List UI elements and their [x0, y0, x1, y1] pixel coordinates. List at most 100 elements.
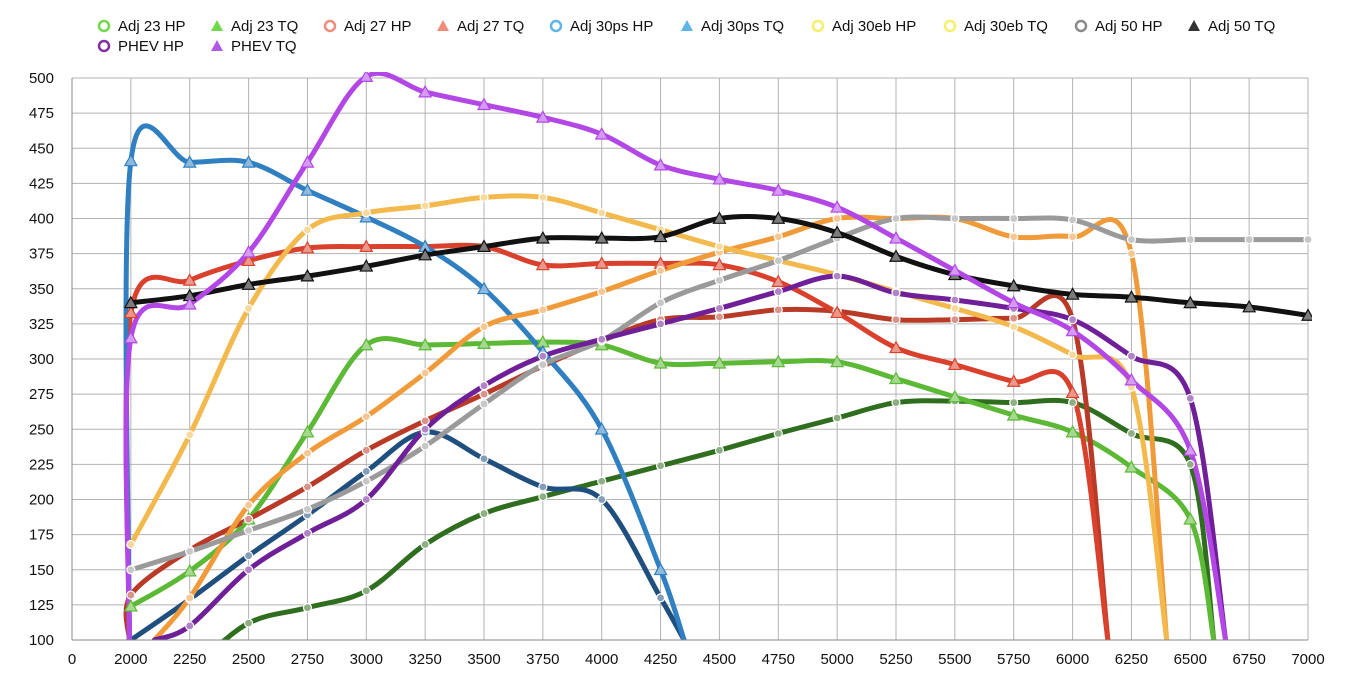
- point-adj-50-tq: [653, 229, 668, 243]
- point-adj-50-tq: [888, 249, 904, 262]
- point-adj-50-hp: [950, 213, 960, 224]
- point-adj-50-tq: [712, 211, 727, 224]
- point-adj-30eb-hp: [1009, 232, 1019, 242]
- legend-item-adj-50-hp: Adj 50 HP: [1074, 18, 1163, 35]
- point-adj-23-tq: [182, 563, 197, 577]
- point-adj-27-hp: [479, 389, 489, 399]
- point-adj-50-hp: [714, 275, 725, 285]
- point-phev-hp: [185, 621, 195, 631]
- point-adj-23-tq: [1124, 459, 1139, 473]
- point-adj-50-hp: [479, 399, 489, 409]
- point-adj-50-hp: [126, 565, 136, 575]
- point-adj-30eb-hp: [597, 286, 607, 297]
- legend-marker: [1074, 19, 1088, 33]
- point-phev-hp: [655, 319, 666, 329]
- x-tick-label: 6500: [1174, 651, 1207, 668]
- point-adj-50-tq: [1006, 278, 1021, 292]
- x-tick-label: 6250: [1115, 651, 1148, 668]
- legend-marker: [97, 39, 111, 53]
- legend-marker: [549, 19, 563, 33]
- point-adj-50-hp: [243, 525, 254, 536]
- point-adj-30ps-hp: [361, 466, 371, 476]
- point-phev-tq: [359, 72, 374, 82]
- legend-item-adj-30ps-hp: Adj 30ps HP: [549, 18, 653, 35]
- point-adj-30eb-tq: [185, 430, 195, 440]
- legend-marker: [1188, 20, 1200, 31]
- point-adj-30ps-tq: [241, 155, 256, 168]
- y-tick-label: 300: [29, 351, 54, 368]
- point-adj-50-tq: [1065, 287, 1080, 300]
- point-adj-27-tq: [771, 274, 786, 288]
- point-adj-30eb-tq: [126, 539, 136, 550]
- legend-item-adj-23-tq: Adj 23 TQ: [211, 18, 298, 35]
- point-adj-23-hp: [714, 445, 725, 455]
- point-adj-23-hp: [1009, 397, 1019, 408]
- point-phev-hp: [1067, 315, 1078, 325]
- legend-marker: [681, 20, 693, 31]
- point-adj-23-tq: [476, 336, 492, 349]
- point-adj-50-tq: [771, 211, 786, 224]
- point-adj-23-tq: [712, 355, 727, 369]
- point-phev-tq: [476, 97, 492, 111]
- x-tick-label: 3750: [526, 651, 559, 668]
- point-adj-23-hp: [891, 397, 901, 408]
- point-adj-23-tq: [123, 599, 138, 612]
- point-adj-27-tq: [830, 305, 845, 319]
- point-phev-tq: [771, 183, 786, 196]
- legend-label: Adj 23 TQ: [231, 18, 298, 35]
- point-phev-tq: [182, 296, 197, 310]
- point-adj-23-hp: [243, 618, 254, 628]
- point-adj-27-hp: [891, 315, 901, 325]
- x-tick-label: 7000: [1291, 651, 1324, 668]
- point-adj-50-hp: [891, 213, 901, 224]
- point-adj-30ps-hp: [597, 494, 607, 505]
- x-tick-label: 2250: [173, 651, 206, 668]
- point-adj-50-hp: [302, 504, 313, 514]
- point-adj-30ps-hp: [479, 454, 489, 464]
- point-phev-hp: [950, 295, 960, 305]
- point-adj-30eb-tq: [420, 201, 430, 211]
- legend-item-adj-27-hp: Adj 27 HP: [323, 18, 412, 35]
- point-adj-23-tq: [653, 355, 668, 369]
- legend-marker: [323, 19, 337, 33]
- point-adj-30ps-tq: [594, 422, 609, 435]
- point-adj-50-tq: [830, 225, 845, 238]
- point-adj-27-hp: [1009, 313, 1019, 323]
- point-phev-tq: [1065, 323, 1080, 337]
- point-adj-27-tq: [123, 305, 138, 319]
- point-adj-30eb-hp: [1126, 249, 1137, 259]
- point-adj-50-hp: [773, 256, 783, 266]
- legend-item-adj-27-tq: Adj 27 TQ: [437, 18, 524, 35]
- point-adj-50-tq: [535, 230, 550, 244]
- x-tick-label: 2000: [114, 651, 147, 668]
- point-phev-hp: [891, 288, 901, 298]
- x-tick-label: 5250: [879, 651, 912, 668]
- y-tick-label: 325: [29, 316, 54, 333]
- y-tick-label: 100: [29, 632, 54, 649]
- point-adj-50-tq: [359, 259, 374, 272]
- point-phev-hp: [597, 334, 607, 344]
- point-adj-23-tq: [418, 337, 433, 351]
- point-adj-23-tq: [1065, 424, 1080, 438]
- point-adj-27-tq: [300, 240, 315, 254]
- point-adj-50-tq: [1183, 295, 1198, 309]
- legend-label: Adj 27 HP: [344, 18, 412, 35]
- point-adj-23-tq: [359, 337, 374, 351]
- point-phev-tq: [947, 263, 962, 276]
- point-adj-23-tq: [771, 354, 786, 368]
- point-adj-30eb-hp: [302, 448, 313, 458]
- point-phev-tq: [418, 84, 433, 98]
- legend-item-adj-30eb-tq: Adj 30eb TQ: [943, 18, 1048, 35]
- grid: [71, 77, 1309, 641]
- series-line-adj-23-hp: [220, 397, 1217, 640]
- legend: Adj 23 HP Adj 23 TQ Adj 27 HP Adj 27 TQ Adj …: [97, 18, 1275, 55]
- point-adj-30eb-hp: [361, 412, 371, 422]
- point-phev-tq: [594, 126, 609, 140]
- legend-label: Adj 50 TQ: [1208, 18, 1275, 35]
- series-line-phev-hp: [151, 273, 1229, 640]
- legend-marker: [437, 20, 449, 31]
- point-adj-30eb-hp: [538, 305, 548, 315]
- point-adj-27-tq: [535, 257, 550, 271]
- legend-label: PHEV HP: [118, 38, 184, 55]
